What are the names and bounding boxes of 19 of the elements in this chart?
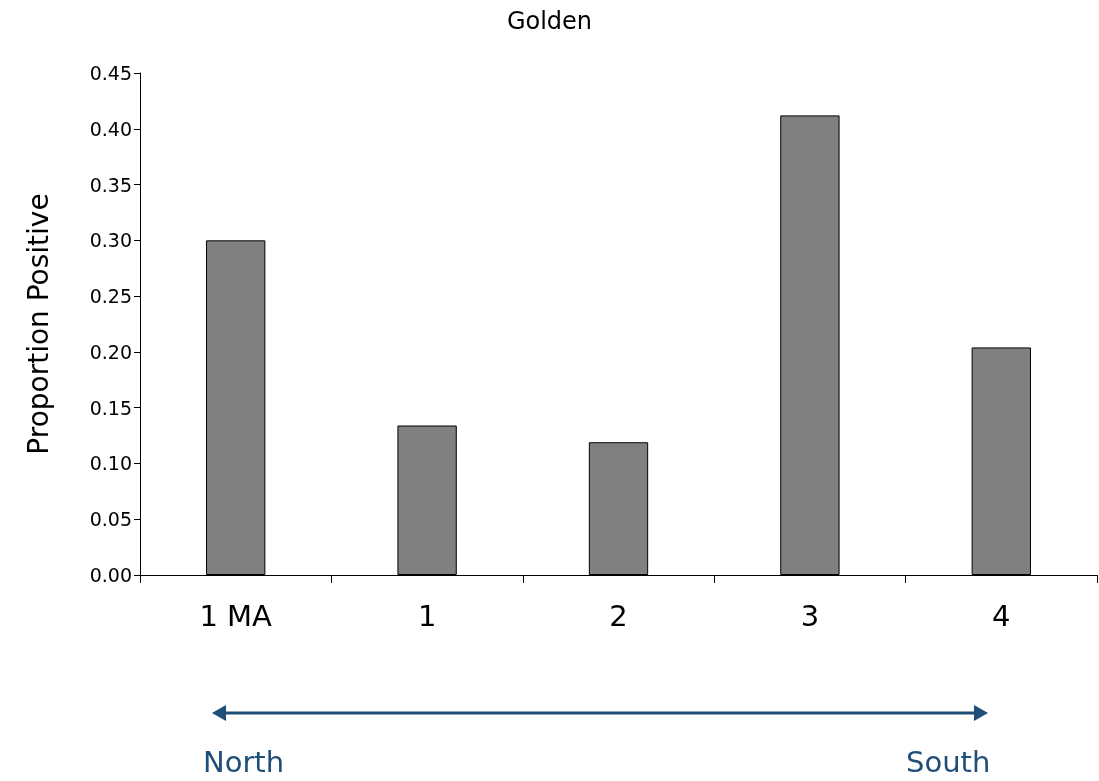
- y-tick-label: 0.20: [89, 340, 132, 363]
- text: South: [906, 745, 991, 779]
- x-tick-label: 2: [609, 598, 628, 633]
- y-tick-label: 0.45: [89, 62, 132, 84]
- y-tick-label: 0.30: [89, 229, 132, 252]
- y-tick-label: 0.40: [89, 117, 132, 140]
- y-tick-label: 0.05: [89, 508, 132, 531]
- x-tick-label: 1: [417, 598, 437, 633]
- y-tick-label: 0.10: [89, 452, 132, 475]
- y-tick-label: 0.15: [89, 396, 132, 419]
- y-tick-label: 0.25: [89, 285, 132, 308]
- x-tick-label: 1 MA: [199, 598, 273, 633]
- y-tick-label: 0.35: [89, 173, 132, 196]
- y-axis-title: Proportion Positive: [21, 193, 55, 455]
- x-tick-label: 3: [800, 598, 820, 633]
- x-tick-label: 4: [992, 598, 1011, 633]
- text: North: [203, 745, 285, 779]
- y-tick-label: 0.00: [89, 564, 132, 586]
- chart-title: Golden: [506, 7, 593, 35]
